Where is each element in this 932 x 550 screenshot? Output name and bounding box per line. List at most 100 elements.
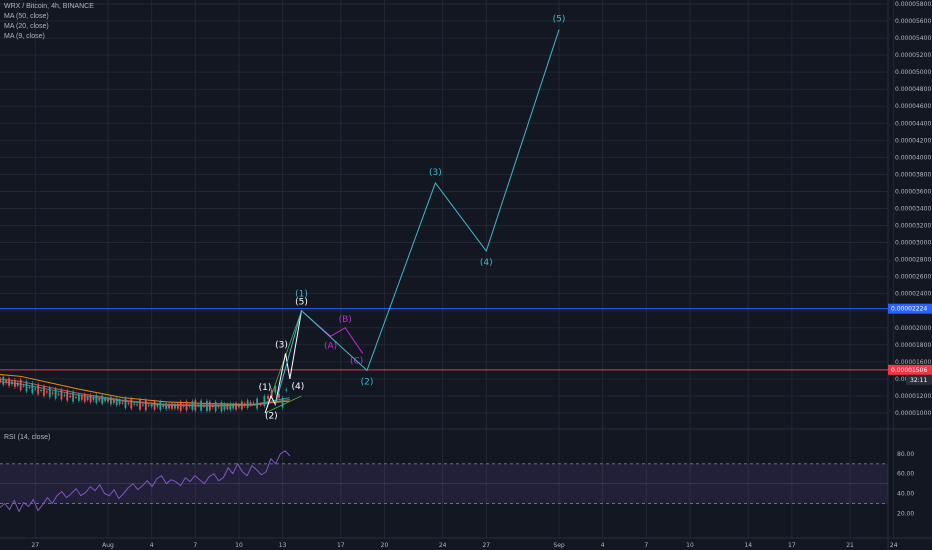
candle xyxy=(188,404,191,407)
candle xyxy=(124,398,127,408)
price-tick: 0.00002600 xyxy=(895,274,931,281)
candle xyxy=(200,400,203,411)
price-series xyxy=(0,374,290,414)
candle xyxy=(115,398,118,406)
rsi-band-fill xyxy=(0,463,888,504)
time-tick: 4 xyxy=(601,542,605,549)
candle xyxy=(22,385,25,387)
candle xyxy=(185,401,188,411)
time-axis[interactable]: 27 Aug 4 7 10 13 17 20 24 27 Sep 4 7 10 14 17 21 24 xyxy=(31,542,897,549)
candle xyxy=(75,397,77,399)
candle xyxy=(232,404,235,409)
time-tick: 21 xyxy=(846,542,854,549)
candle xyxy=(89,395,92,403)
candle xyxy=(182,405,185,407)
candle xyxy=(243,403,246,407)
candle xyxy=(263,396,266,406)
rsi-tick: 40.00 xyxy=(897,491,914,498)
red-level-badge xyxy=(888,364,932,375)
candle xyxy=(48,387,51,398)
rsi-tick: 60.00 xyxy=(897,471,914,478)
time-tick: 7 xyxy=(193,542,197,549)
candle xyxy=(162,405,165,407)
candle xyxy=(54,388,57,399)
rsi-tick: 80.00 xyxy=(897,451,914,458)
first-wave-label: (1) xyxy=(259,383,272,393)
candle xyxy=(69,395,72,397)
candle xyxy=(159,401,162,410)
symbol-title[interactable]: WRX / Bitcoin, 4h, BINANCE xyxy=(4,3,94,10)
first-wave-label: (4) xyxy=(292,382,305,392)
rsi-tick: 20.00 xyxy=(897,510,914,517)
candle xyxy=(220,402,223,412)
price-tick: 0.00003400 xyxy=(895,205,931,212)
price-tick: 0.00004800 xyxy=(895,86,931,93)
candle xyxy=(252,402,255,404)
time-tick: Aug xyxy=(102,542,114,549)
ma9-label[interactable]: MA (9, close) xyxy=(4,33,45,40)
candle xyxy=(285,389,288,391)
price-tick: 0.00004400 xyxy=(895,120,931,127)
candle xyxy=(240,401,243,410)
candle xyxy=(98,398,101,401)
candle xyxy=(217,406,220,408)
candle xyxy=(168,403,171,409)
candle xyxy=(144,399,147,411)
candle xyxy=(150,404,153,407)
price-tick: 0.00004200 xyxy=(895,137,931,144)
price-tick: 0.00003000 xyxy=(895,240,931,247)
time-tick: 17 xyxy=(788,542,796,549)
ma50-label[interactable]: MA (50, close) xyxy=(4,13,49,20)
candle xyxy=(60,389,63,400)
candle xyxy=(176,403,179,409)
blue-level-text: 0.00002224 xyxy=(891,306,927,313)
time-tick: 17 xyxy=(337,542,345,549)
candle xyxy=(238,405,240,408)
candle xyxy=(174,403,176,409)
ma-line xyxy=(0,381,290,407)
candle xyxy=(194,400,197,411)
candle xyxy=(136,404,138,406)
candle xyxy=(72,391,74,402)
candle xyxy=(63,394,66,396)
price-tick: 0.00001600 xyxy=(895,359,931,366)
price-tick: 0.00003600 xyxy=(895,188,931,195)
candle xyxy=(211,405,214,407)
time-tick: 27 xyxy=(482,542,490,549)
candle xyxy=(57,393,60,395)
candle xyxy=(78,394,80,401)
time-tick: 24 xyxy=(439,542,447,549)
candle xyxy=(223,404,226,410)
time-tick: 4 xyxy=(150,542,154,549)
price-tick: 0.00002000 xyxy=(895,325,931,332)
candle xyxy=(142,404,144,406)
horizontal-levels xyxy=(0,308,888,371)
first-wave-label: (5) xyxy=(295,298,308,308)
price-tick: 0.00004000 xyxy=(895,154,931,161)
candle xyxy=(203,405,205,407)
candle xyxy=(51,392,54,394)
candle xyxy=(101,395,104,404)
ma20-label[interactable]: MA (20, close) xyxy=(4,23,49,30)
projection-wave-line xyxy=(274,29,560,405)
candle xyxy=(165,403,168,410)
rsi-label[interactable]: RSI (14, close) xyxy=(4,434,51,441)
candle xyxy=(256,398,259,409)
price-tick: 0.00003200 xyxy=(895,223,931,230)
time-tick: 14 xyxy=(744,542,752,549)
first-wave-line xyxy=(264,310,303,414)
candle xyxy=(118,400,121,405)
candle xyxy=(171,403,173,409)
candle xyxy=(40,389,42,391)
candle xyxy=(25,381,28,392)
red-level-text: 0.00001506 xyxy=(891,367,927,374)
price-tick: 0.00004600 xyxy=(895,103,931,110)
elliott-waves: (1)(2)(3)(4)(5)(A)(B)(C)(1)(2)(3)(4)(5) xyxy=(259,15,566,422)
candle xyxy=(139,399,141,410)
time-tick: 7 xyxy=(644,542,648,549)
wedge-bottom-line xyxy=(264,395,302,414)
price-tick: 0.00001800 xyxy=(895,342,931,349)
projection-wave-label: (2) xyxy=(361,377,374,387)
